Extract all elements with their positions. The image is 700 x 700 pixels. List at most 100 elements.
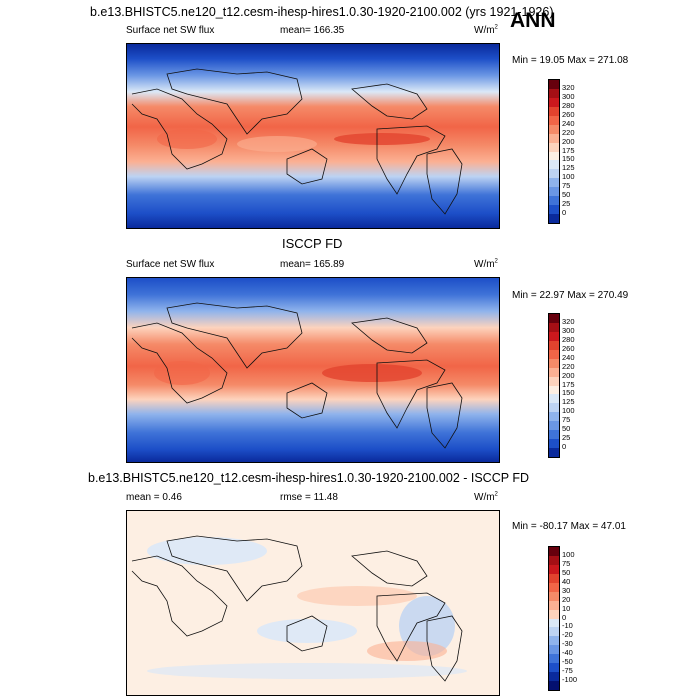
colorbar-tick-label: 30 [562,585,571,595]
colorbar-tick-label: 240 [562,118,575,128]
colorbar-segment [549,394,559,404]
colorbar-tick-label: 25 [562,199,571,209]
colorbar-segment [549,205,559,215]
colorbar-segment [549,547,559,556]
colorbar-segment [549,331,559,341]
colorbar-segment [549,591,559,601]
colorbar-segment [549,672,559,682]
colorbar-tick-label: -50 [562,657,573,667]
colorbar-tick-label: 240 [562,352,575,362]
colorbar-segment [549,214,559,223]
colorbar-segment [549,645,559,655]
colorbar-segment [549,618,559,628]
colorbar-tick-label: -20 [562,630,573,640]
colorbar-segment [549,124,559,134]
colorbar-segment [549,663,559,673]
panel2-minmax: Min = 22.97 Max = 270.49 [512,290,629,301]
colorbar-segment [549,555,559,565]
colorbar-tick-label: 320 [562,316,575,326]
colorbar-segment [549,430,559,440]
page-title: b.e13.BHISTC5.ne120_t12.cesm-ihesp-hires… [90,5,554,19]
colorbar-tick-label: 175 [562,145,575,155]
colorbar-tick-label: 100 [562,549,575,559]
colorbar-segment [549,609,559,619]
colorbar-tick-label: 280 [562,100,575,110]
colorbar-tick-label: 75 [562,415,571,425]
colorbar-tick-label: 260 [562,109,575,119]
panel3-units: W/m2 [474,491,498,503]
colorbar-segment [549,97,559,107]
panel2-heading: ISCCP FD [282,236,343,251]
colorbar-tick-label: 150 [562,154,575,164]
panel1-mean-label: mean= 166.35 [280,25,345,36]
panel2-mean-label: mean= 165.89 [280,259,345,270]
colorbar-tick-label: 300 [562,91,575,101]
colorbar-tick-label: 10 [562,603,571,613]
panel1-warm-patch-2 [237,136,317,152]
panel3-cool-patch-3 [257,619,357,643]
colorbar-tick-label: 220 [562,127,575,137]
season-label: ANN [510,9,556,32]
colorbar-segment [549,169,559,179]
panel1-warm-band [334,133,430,145]
panel3-cool-band [147,663,467,679]
colorbar-tick-label: 50 [562,567,571,577]
panel3-map [126,510,500,696]
panel2-coastlines [131,302,463,449]
panel3-coastlines [131,535,463,682]
panel2-units: W/m2 [474,258,498,270]
colorbar-tick-label: 175 [562,379,575,389]
colorbar-segment [549,349,559,359]
colorbar-segment [549,564,559,574]
colorbar-segment [549,421,559,431]
colorbar-tick-label: 125 [562,163,575,173]
colorbar-tick-label: 320 [562,82,575,92]
colorbar-tick-label: 125 [562,397,575,407]
colorbar-tick-label: 40 [562,576,571,586]
colorbar-tick-label: 75 [562,181,571,191]
panel1-minmax: Min = 19.05 Max = 271.08 [512,55,629,66]
colorbar-tick-label: 0 [562,612,567,622]
colorbar-segment [549,160,559,170]
colorbar-tick-label: 50 [562,424,571,434]
colorbar-segment [549,187,559,197]
panel3-colorbar [548,546,560,691]
colorbar-tick-label: 220 [562,361,575,371]
colorbar-segment [549,133,559,143]
colorbar-segment [549,582,559,592]
colorbar-segment [549,142,559,152]
colorbar-segment [549,358,559,368]
colorbar-segment [549,627,559,637]
colorbar-tick-label: -100 [562,675,578,685]
colorbar-tick-label: 25 [562,433,571,443]
colorbar-segment [549,600,559,610]
colorbar-tick-label: 260 [562,343,575,353]
panel3-warm-patch-2 [367,641,447,661]
colorbar-segment [549,681,559,690]
panel1-coastlines [131,68,463,215]
colorbar-segment [549,636,559,646]
colorbar-segment [549,178,559,188]
panel2-map [126,277,500,463]
colorbar-tick-label: -40 [562,648,573,658]
colorbar-tick-label: -75 [562,666,573,676]
colorbar-tick-label: -30 [562,639,573,649]
colorbar-tick-label: 0 [562,442,567,452]
panel3-mean-label: mean = 0.46 [126,492,182,503]
colorbar-segment [549,314,559,323]
panel1-map [126,43,500,229]
colorbar-tick-label: 100 [562,172,575,182]
colorbar-segment [549,340,559,350]
colorbar-segment [549,439,559,449]
colorbar-segment [549,322,559,332]
colorbar-tick-label: 200 [562,370,575,380]
colorbar-segment [549,385,559,395]
colorbar-segment [549,448,559,457]
colorbar-tick-label: 75 [562,558,571,568]
colorbar-tick-label: 150 [562,388,575,398]
panel3-heading: b.e13.BHISTC5.ne120_t12.cesm-ihesp-hires… [88,471,529,485]
colorbar-tick-label: 0 [562,208,567,218]
colorbar-tick-label: 280 [562,334,575,344]
colorbar-segment [549,88,559,98]
colorbar-segment [549,376,559,386]
